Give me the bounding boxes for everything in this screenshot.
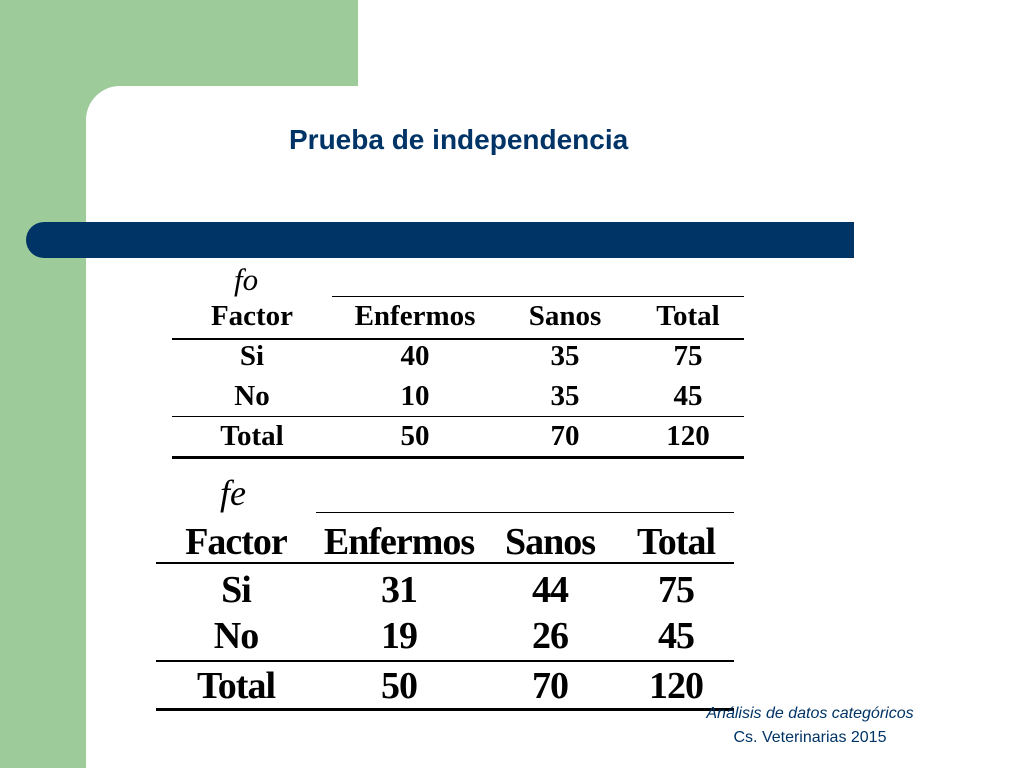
table-header-row: Factor Enfermos Sanos Total: [156, 520, 734, 564]
header-top-rule: [316, 512, 734, 513]
footer-course-line: Análisis de datos categóricos: [706, 705, 914, 722]
total-top-rule: [156, 660, 734, 662]
value-cell: 26: [532, 615, 569, 657]
total-value-cell: 50: [381, 665, 418, 707]
footer-faculty-line: Cs. Veterinarias 2015: [733, 729, 887, 746]
value-cell: 75: [658, 569, 695, 611]
header-cell: Enfermos: [323, 521, 475, 563]
expected-frequency-table: fe Factor Enfermos Sanos Total Si 31 44 …: [156, 472, 734, 714]
table-row: Si 31 44 75: [156, 568, 734, 612]
value-cell: 45: [658, 615, 695, 657]
value-cell: 40: [400, 340, 430, 372]
total-row: Total 50 70 120: [172, 420, 744, 453]
header-cell: Enfermos: [354, 300, 476, 332]
content-panel: [86, 86, 1024, 768]
row-label-cell: Si: [221, 569, 252, 611]
value-cell: 45: [673, 380, 703, 412]
observed-frequency-table: fo Factor Enfermos Sanos Total Si 40 35 …: [172, 262, 744, 462]
row-label-cell: No: [234, 380, 270, 412]
slide-footer: Análisis de datos categóricos Cs. Veteri…: [640, 702, 980, 750]
total-value-cell: 70: [532, 665, 569, 707]
slide-title: Prueba de independencia: [289, 124, 629, 155]
value-cell: 75: [673, 340, 703, 372]
table-row: No 10 35 45: [172, 380, 744, 413]
header-cell: Total: [636, 521, 716, 563]
total-row: Total 50 70 120: [156, 664, 734, 708]
header-cell: Total: [656, 300, 720, 332]
header-bottom-rule: [172, 338, 744, 340]
header-cell: Factor: [210, 300, 294, 332]
header-cell: Sanos: [504, 521, 596, 563]
total-value-cell: 120: [649, 665, 704, 707]
table-header-row: Factor Enfermos Sanos Total: [172, 300, 744, 333]
table-label: fe: [220, 473, 246, 513]
header-cell: Factor: [185, 521, 288, 563]
table-row: No 19 26 45: [156, 614, 734, 658]
header-bottom-rule: [156, 562, 734, 564]
value-cell: 44: [532, 569, 569, 611]
total-value-cell: 70: [550, 420, 580, 452]
total-value-cell: 50: [400, 420, 430, 452]
table-row: Si 40 35 75: [172, 340, 744, 373]
row-label-cell: No: [213, 615, 259, 657]
row-label-cell: Si: [239, 340, 265, 372]
value-cell: 19: [381, 615, 418, 657]
header-top-rule: [332, 296, 744, 297]
value-cell: 10: [400, 380, 430, 412]
value-cell: 35: [550, 380, 580, 412]
title-divider-bar: [26, 222, 854, 258]
value-cell: 35: [550, 340, 580, 372]
table-bottom-rule: [172, 456, 744, 459]
value-cell: 31: [381, 569, 418, 611]
total-value-cell: 120: [666, 420, 710, 452]
total-top-rule: [172, 416, 744, 417]
total-label-cell: Total: [196, 665, 276, 707]
table-label: fo: [234, 262, 259, 297]
header-cell: Sanos: [528, 300, 602, 332]
total-label-cell: Total: [220, 420, 284, 452]
table-bottom-rule: [156, 708, 734, 711]
